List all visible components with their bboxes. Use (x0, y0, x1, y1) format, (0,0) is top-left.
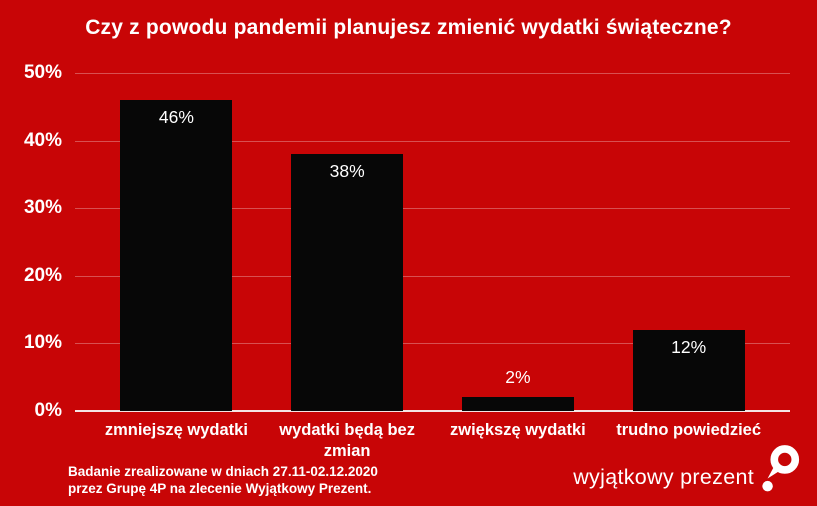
gridline-40 (75, 140, 790, 142)
x-category-label: wydatki będą bez zmian (279, 421, 415, 460)
brand-logo-text: wyjątkowy prezent (573, 465, 754, 489)
bar-slot-0: 46% (91, 73, 262, 411)
y-tick-label-40%: 40% (23, 129, 62, 151)
y-tick-label-30%: 30% (23, 197, 62, 219)
gridline-20 (75, 275, 790, 277)
bar-slot-1: 38% (262, 73, 433, 411)
chart-title: Czy z powodu pandemii planujesz zmienić … (85, 16, 732, 39)
source-note: Badanie zrealizowane w dniach 27.11-02.1… (68, 463, 378, 497)
bar-value-label: 2% (505, 367, 531, 388)
gridline-50 (75, 73, 790, 74)
bars-container: 46% 38% 2% 12% (75, 73, 790, 411)
x-axis-labels: zmniejszę wydatki wydatki będą bez zmian z… (75, 420, 790, 461)
bar-trudno powiedzieć: 12% (632, 329, 745, 411)
y-tick-label-10%: 10% (23, 332, 62, 354)
gridline-10 (75, 343, 790, 345)
bar-value-label: 46% (158, 107, 194, 128)
bar-zwiększę wydatki: 2% (461, 367, 574, 411)
plot-area: 46% 38% 2% 12% (75, 73, 790, 412)
bar-wydatki będą bez zmian: 38% (291, 154, 404, 411)
bar-slot-2: 2% (433, 73, 604, 411)
brand-logo: wyjątkowy prezent (573, 445, 801, 498)
bar-value-label: 12% (671, 336, 707, 357)
bar-zmniejszę wydatki: 46% (120, 100, 233, 411)
x-category-label: trudno powiedzieć (616, 421, 762, 439)
x-axis-line (75, 410, 790, 412)
y-tick-label-20%: 20% (23, 264, 62, 286)
bar-value-label: 38% (329, 161, 365, 182)
y-tick-label-0%: 0% (34, 400, 62, 421)
balloon-pin-icon (759, 445, 801, 498)
source-note-line2: przez Grupę 4P na zlecenie Wyjątkowy Pre… (68, 481, 372, 496)
gridline-30 (75, 208, 790, 210)
x-category-label: zmniejszę wydatki (104, 421, 248, 439)
y-tick-label-50%: 50% (23, 62, 62, 83)
x-category-label: zwiększę wydatki (450, 421, 586, 439)
y-axis-labels: 0% 10% 20% 30% 40% 50% (0, 62, 62, 421)
source-note-line1: Badanie zrealizowane w dniach 27.11-02.1… (68, 464, 378, 479)
bar-slot-3: 12% (603, 73, 774, 411)
